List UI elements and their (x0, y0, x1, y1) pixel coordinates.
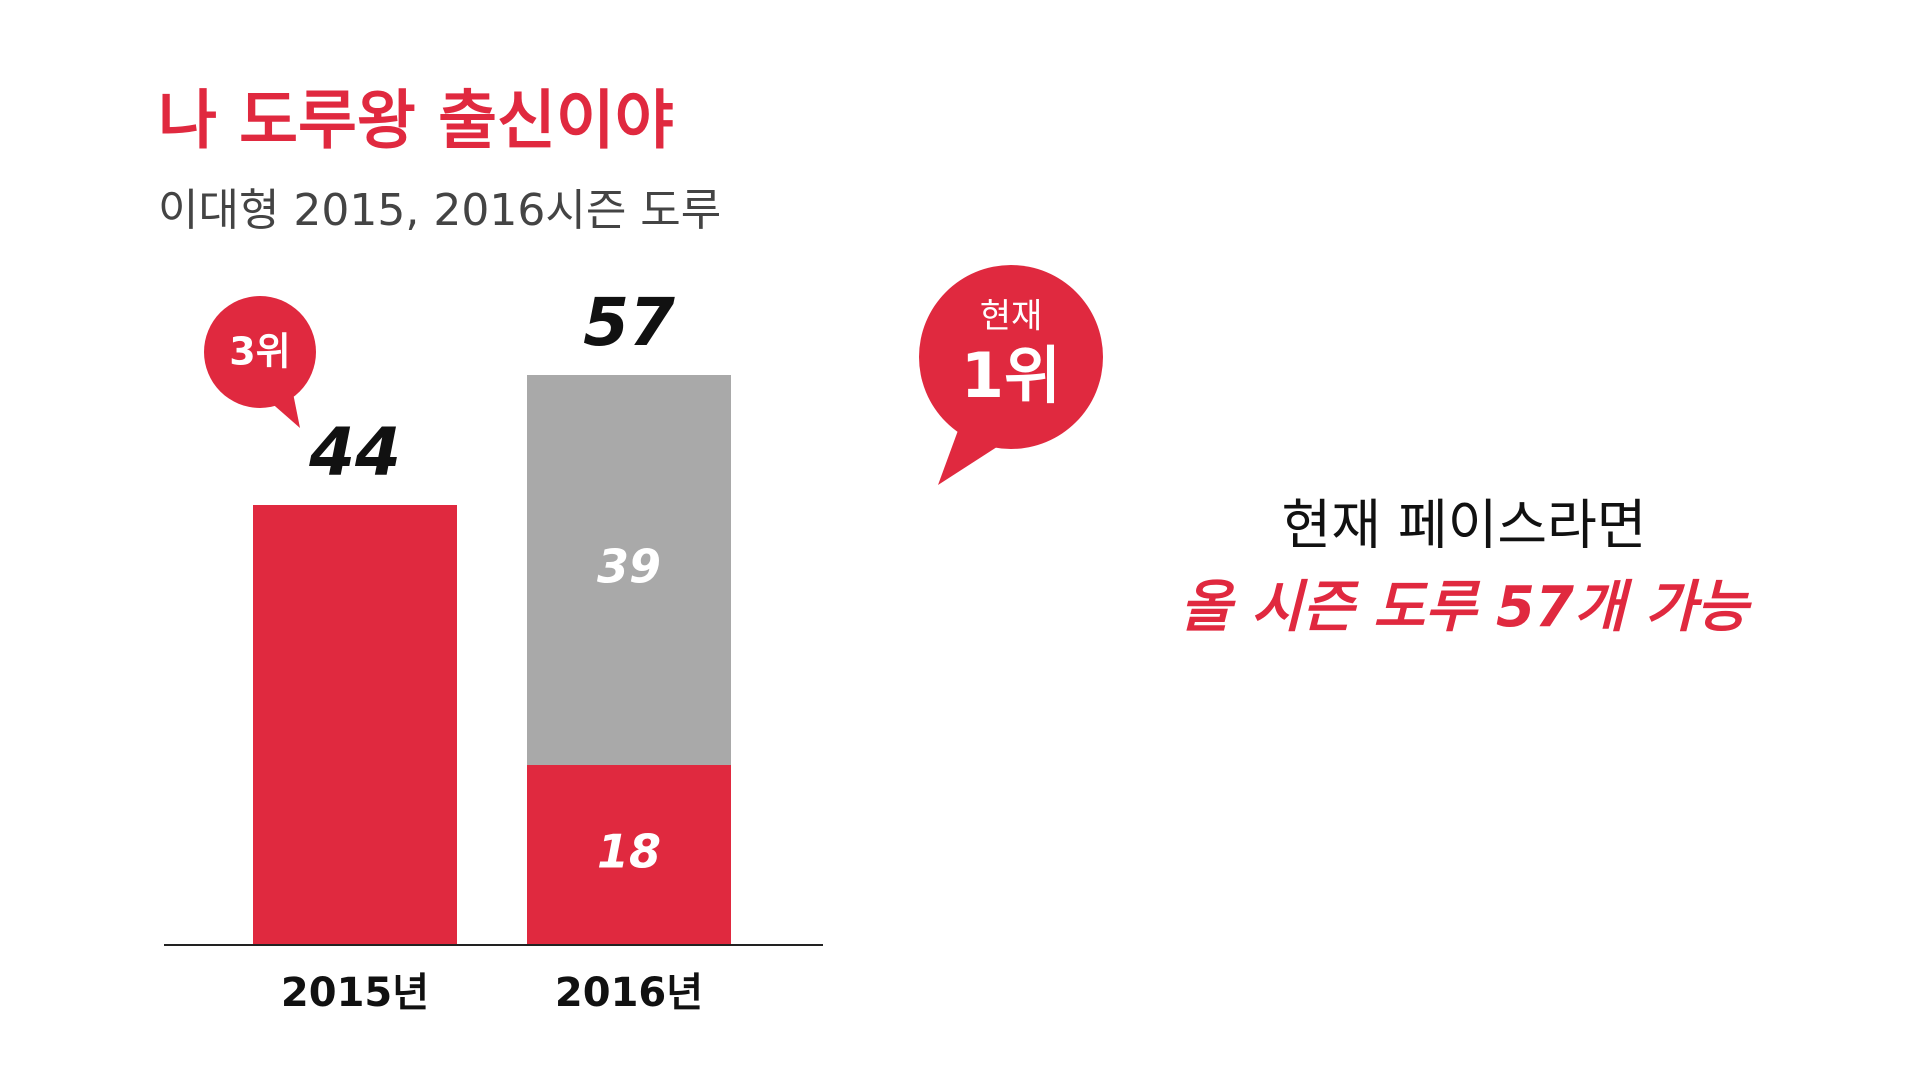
bar-segment (527, 765, 731, 945)
total-label: 57 (583, 284, 675, 361)
callout-bubble (919, 265, 1103, 449)
bar-segment (527, 375, 731, 765)
side-text: 현재 페이스라면 (1282, 494, 1647, 557)
callout-text: 1위 (961, 339, 1061, 412)
total-label: 44 (308, 414, 401, 491)
x-tick-label: 2016년 (555, 970, 703, 1016)
bar-segment (253, 505, 457, 945)
chart-subtitle: 이대형 2015, 2016시즌 도루 (158, 185, 721, 236)
callout-2015: 3위 (204, 296, 316, 428)
callout-text: 현재 (980, 297, 1043, 337)
callout-tail (938, 425, 1000, 485)
callout-now: 현재 1위 (919, 265, 1103, 485)
callout-text: 3위 (229, 330, 290, 374)
side-text: 올 시즌 도루 57개 가능 (1180, 575, 1753, 640)
segment-label: 18 (597, 825, 661, 879)
chart-title: 나 도루왕 출신이야 (158, 85, 674, 159)
callout-tail (268, 388, 300, 428)
callout-bubble (204, 296, 316, 408)
segment-label: 39 (597, 540, 661, 594)
x-tick-label: 2015년 (281, 970, 429, 1016)
